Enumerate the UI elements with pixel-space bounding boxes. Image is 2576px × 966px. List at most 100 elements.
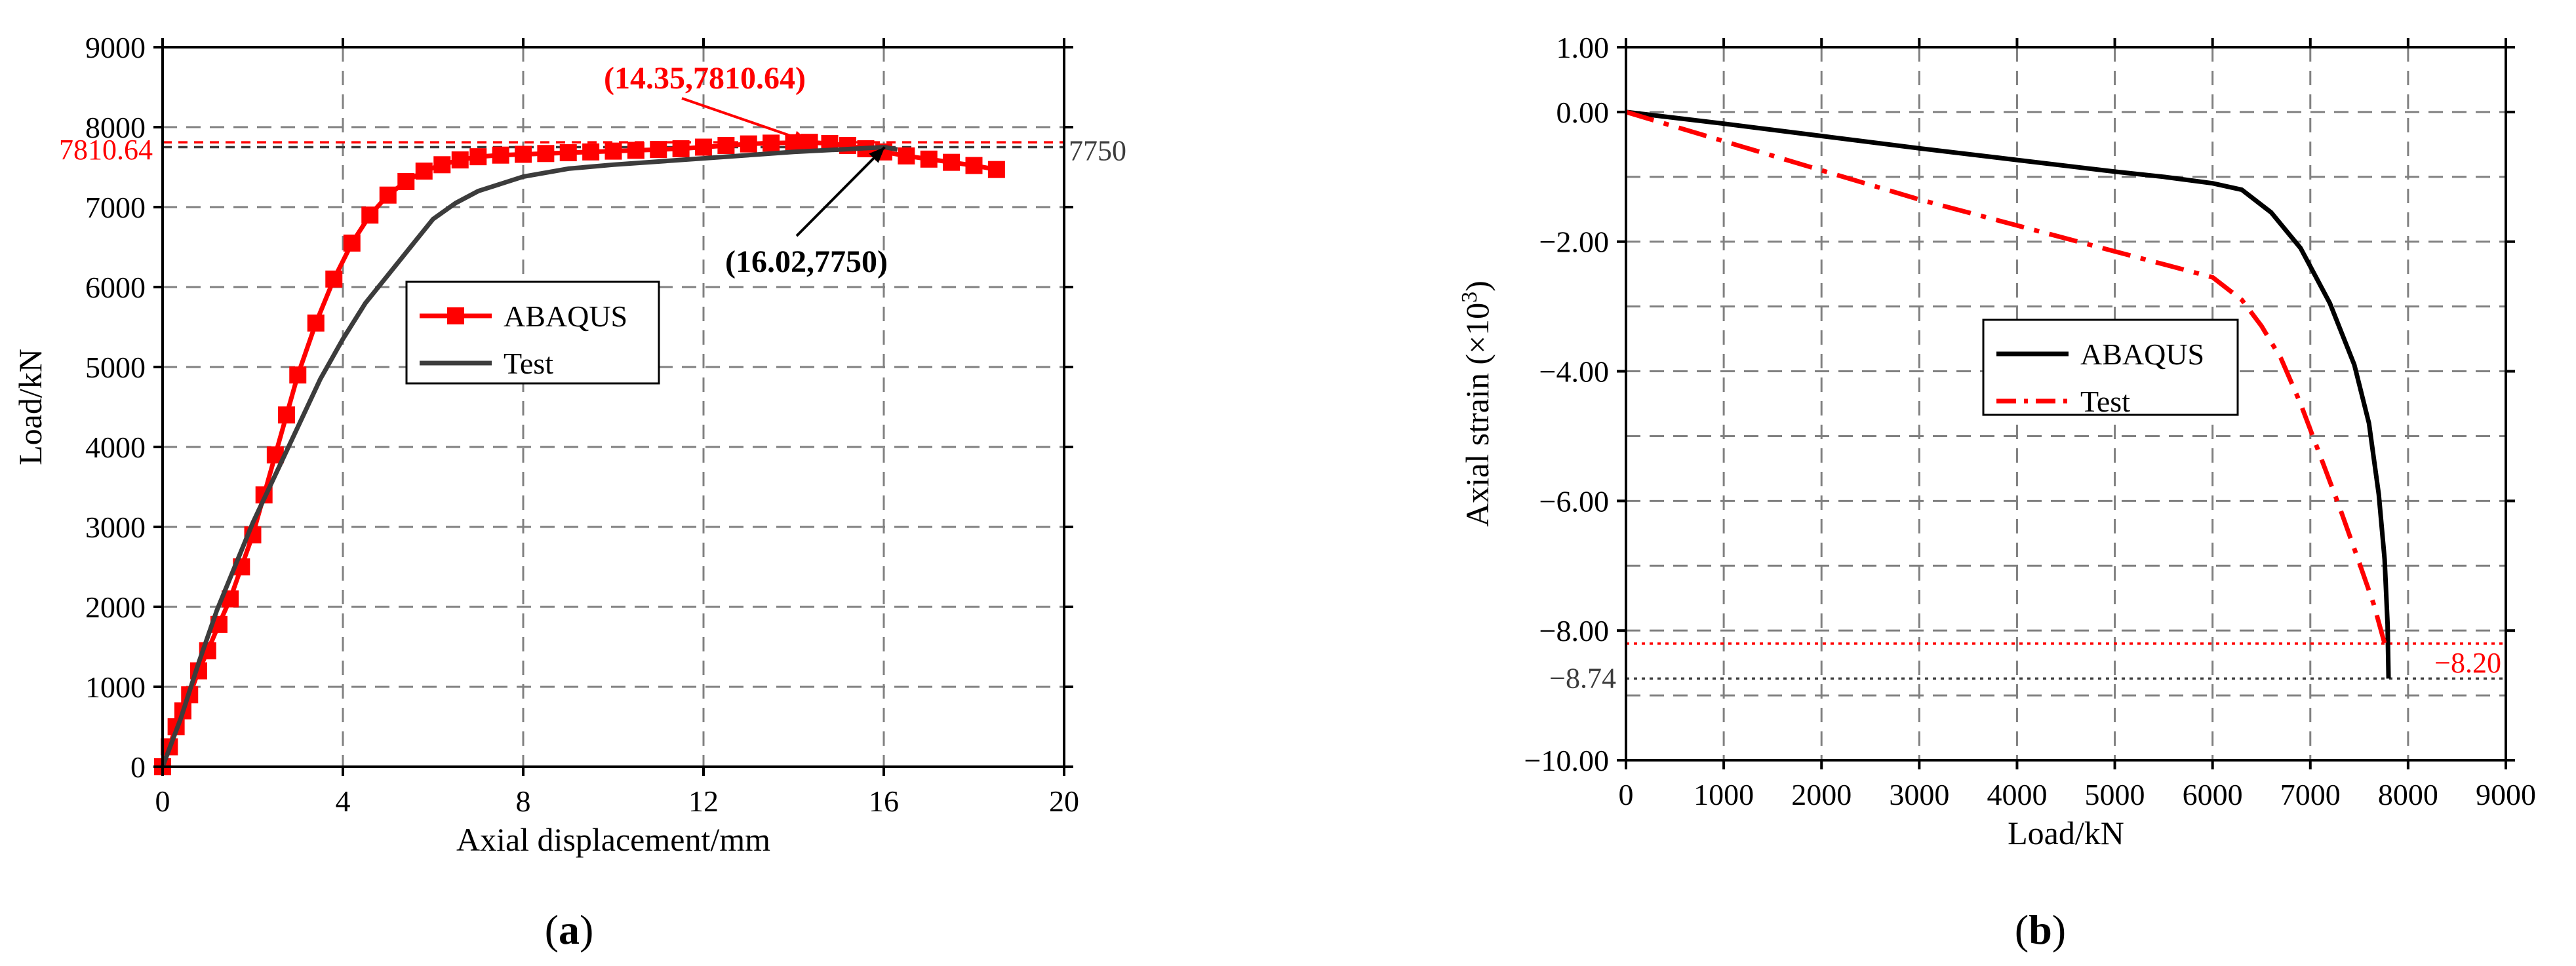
- y-tick-label: 8000: [85, 111, 146, 144]
- panel-b-label-close: ): [2052, 906, 2066, 953]
- data-point: [987, 161, 1005, 178]
- legend-label-abaqus: ABAQUS: [2080, 338, 2204, 371]
- data-point: [515, 145, 532, 163]
- x-tick-label: 7000: [2280, 778, 2341, 811]
- y-tick-label: 4000: [85, 431, 146, 464]
- y-axis-label: Load/kN: [12, 349, 49, 465]
- data-point: [582, 143, 600, 161]
- data-point: [965, 157, 983, 174]
- data-point: [943, 153, 961, 171]
- y-tick-label: 0.00: [1556, 96, 1610, 129]
- annotation-arrow: [681, 97, 810, 144]
- x-tick-label: 6000: [2183, 778, 2243, 811]
- panel-b-label: (b): [2015, 906, 2066, 953]
- data-point: [451, 151, 469, 169]
- data-point: [361, 206, 379, 224]
- y-tick-label: 1000: [85, 670, 146, 704]
- data-point: [559, 144, 577, 162]
- x-tick-label: 4: [336, 784, 351, 818]
- y-tick-label: 3000: [85, 511, 146, 544]
- panel-a-label-letter: a: [559, 906, 580, 953]
- data-point: [492, 146, 509, 164]
- y-tick-label: 7000: [85, 191, 146, 224]
- legend-label-test: Test: [2080, 385, 2130, 418]
- y-tick-label: 0: [130, 750, 146, 784]
- data-point: [717, 137, 735, 155]
- y-axis-label-main: Axial strain (×10: [1459, 303, 1496, 527]
- x-tick-label: 5000: [2085, 778, 2145, 811]
- x-tick-label: 3000: [1889, 778, 1949, 811]
- data-point: [289, 366, 307, 384]
- data-point: [650, 141, 667, 159]
- y-axis-label-sup: 3: [1457, 292, 1482, 303]
- panel-a-label-open: (: [545, 906, 559, 953]
- panel-b-label-letter: b: [2029, 906, 2052, 953]
- reference-line-label: −8.74: [1549, 662, 1616, 694]
- reference-line-label: −8.20: [2434, 647, 2501, 679]
- x-tick-label: 4000: [1987, 778, 2047, 811]
- legend-label-test: Test: [504, 347, 553, 380]
- annotation-arrowhead: [869, 147, 885, 163]
- x-tick-label: 1000: [1694, 778, 1754, 811]
- y-tick-label: 1.00: [1556, 31, 1610, 64]
- panel-b-label-open: (: [2015, 906, 2029, 953]
- annotation-arrow: [795, 146, 886, 237]
- reference-line-label: 7750: [1069, 135, 1126, 167]
- y-tick-label: −10.00: [1524, 744, 1609, 777]
- x-tick-label: 8000: [2378, 778, 2438, 811]
- data-point: [898, 147, 915, 164]
- panel-b-chart: 0 1000 2000 3000 4000 5000 6000 7000 8000 9000 1.0…: [1457, 31, 2536, 851]
- data-point: [325, 270, 343, 288]
- data-point: [469, 148, 487, 166]
- y-tick-label: 5000: [85, 351, 146, 384]
- x-axis-label: Load/kN: [2008, 815, 2124, 851]
- y-tick-label: 2000: [85, 590, 146, 624]
- data-point: [672, 140, 690, 157]
- data-point: [763, 134, 780, 152]
- x-tick-label: 20: [1049, 784, 1079, 818]
- legend-label-abaqus: ABAQUS: [504, 299, 627, 333]
- x-tick-label: 9000: [2476, 778, 2536, 811]
- data-point: [695, 138, 712, 156]
- y-axis-label: Axial strain (×103): [1457, 280, 1496, 527]
- x-tick-label: 0: [1619, 778, 1634, 811]
- data-point: [433, 156, 451, 174]
- annotation-label: (16.02,7750): [725, 244, 888, 279]
- x-axis-label: Axial displacement/mm: [456, 821, 770, 858]
- y-tick-label: −8.00: [1539, 614, 1609, 647]
- plot-frame: [161, 46, 1065, 768]
- panel-a-label: (a): [545, 906, 594, 953]
- y-tick-label: −4.00: [1539, 355, 1609, 389]
- x-tick-label: 8: [516, 784, 531, 818]
- y-tick-label: −2.00: [1539, 225, 1609, 259]
- x-tick-label: 16: [869, 784, 899, 818]
- data-point: [604, 142, 622, 160]
- data-point: [920, 150, 938, 168]
- data-point: [397, 172, 415, 190]
- annotation-label: (14.35,7810.64): [604, 61, 806, 96]
- y-tick-label: 9000: [85, 31, 146, 64]
- panel-a-label-close: ): [580, 906, 593, 953]
- data-point: [740, 135, 757, 153]
- series-line-test: [1625, 109, 2387, 644]
- series-line-abaqus: [1625, 109, 2391, 679]
- data-point: [343, 234, 361, 252]
- y-tick-label: −6.00: [1539, 484, 1609, 518]
- series-line-test: [160, 145, 898, 768]
- data-point: [415, 163, 433, 180]
- x-tick-label: 0: [155, 784, 170, 818]
- y-axis-label-close: ): [1459, 280, 1496, 292]
- data-point: [379, 186, 397, 204]
- series-line-abaqus: [160, 140, 997, 768]
- reference-line-label: 7810.64: [59, 134, 153, 166]
- legend-marker: [447, 307, 464, 324]
- panel-a-chart: 0 4 8 12 16 20 0 1000 2000 3000 4000 5000 6000 7000 80…: [12, 31, 1126, 858]
- y-tick-label: 6000: [85, 271, 146, 304]
- x-tick-label: 2000: [1791, 778, 1852, 811]
- data-point: [537, 145, 555, 163]
- data-point: [627, 142, 644, 159]
- annotation-arrowhead: [792, 130, 810, 144]
- x-tick-label: 12: [688, 784, 719, 818]
- data-point: [278, 406, 296, 424]
